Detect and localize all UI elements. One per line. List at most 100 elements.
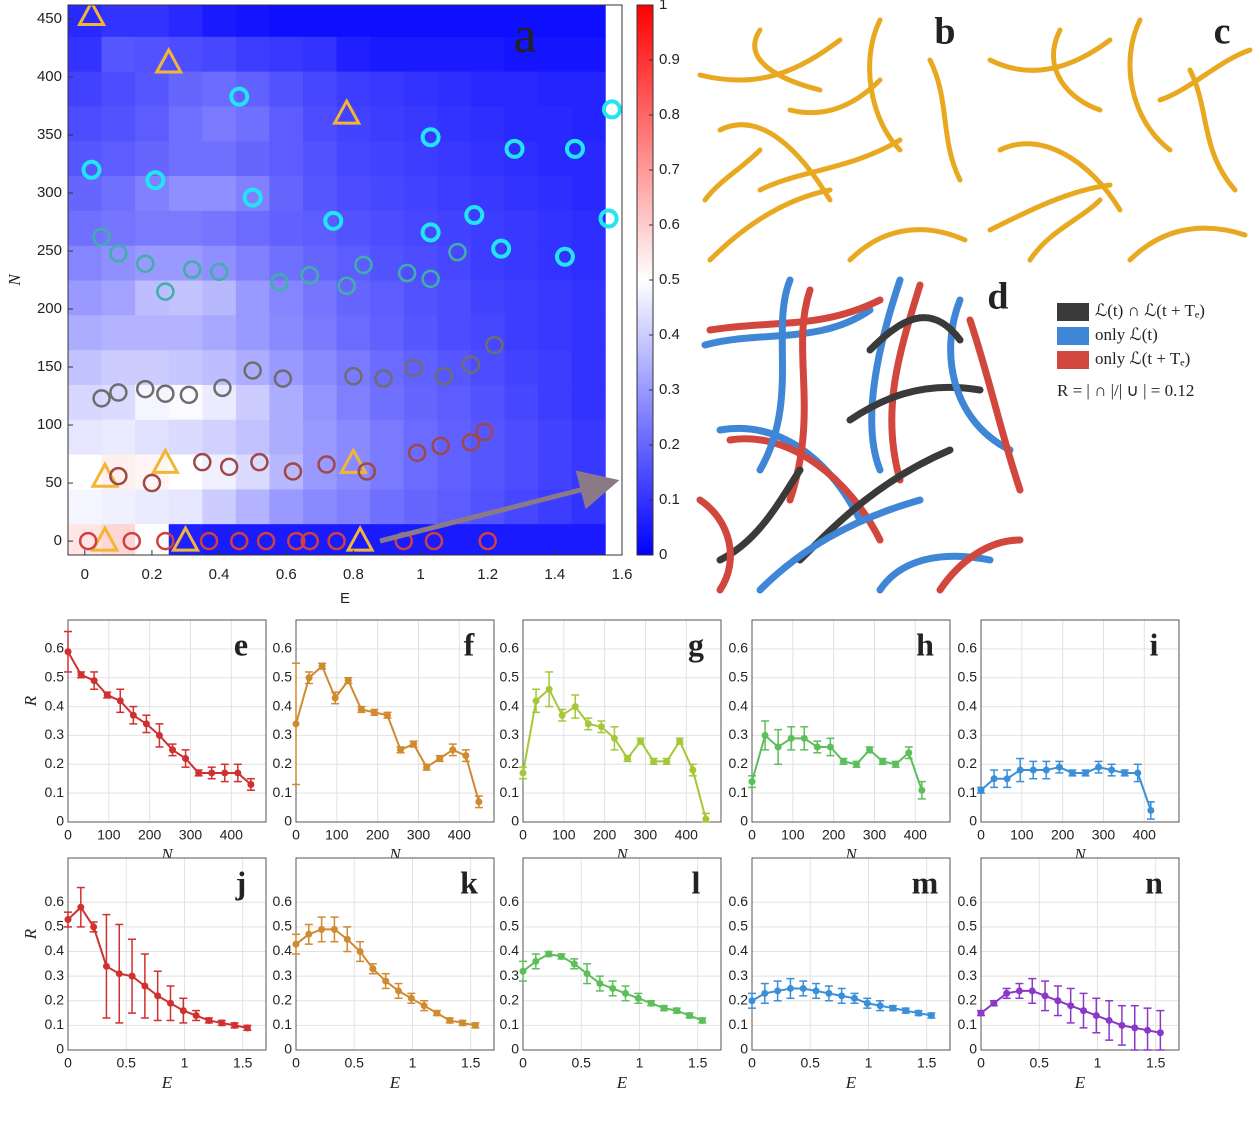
y-tick-label: 300 — [37, 184, 62, 201]
data-point — [1106, 1017, 1113, 1024]
data-point — [1003, 990, 1010, 997]
panel-letter: l — [692, 864, 701, 900]
heatmap-cell — [303, 71, 337, 106]
heatmap-cell — [236, 106, 270, 141]
heatmap-cell — [572, 315, 606, 350]
x-tick-label: 1.5 — [688, 1055, 708, 1071]
heatmap-cell — [269, 454, 303, 489]
data-point — [103, 963, 110, 970]
y-tick-label: 0.2 — [45, 991, 65, 1007]
data-point — [1029, 987, 1036, 994]
y-tick-label: 0.2 — [273, 755, 293, 771]
heatmap-cell — [504, 454, 538, 489]
x-tick-label: 200 — [1051, 827, 1075, 843]
y-tick-label: 0.1 — [500, 784, 520, 800]
heatmap-cell — [202, 141, 236, 176]
y-tick-label: 0.1 — [958, 1016, 978, 1032]
panel-letter: b — [934, 11, 955, 53]
y-tick-label: 0.5 — [273, 668, 293, 684]
y-tick-label: 0 — [511, 813, 519, 829]
heatmap-cell — [169, 280, 203, 315]
data-point — [129, 973, 136, 980]
heatmap-cell — [269, 2, 303, 37]
x-tick-label: 1.5 — [1146, 1055, 1166, 1071]
heatmap-cell — [572, 454, 606, 489]
data-point — [117, 697, 124, 704]
heatmap-cell — [437, 106, 471, 141]
data-point — [902, 1007, 909, 1014]
y-tick-label: 0.6 — [729, 893, 749, 909]
heatmap-cell — [68, 280, 102, 315]
x-tick-label: 400 — [675, 827, 699, 843]
colorbar-tick-label: 0.3 — [659, 381, 680, 398]
x-axis-label: E — [389, 1073, 401, 1092]
heatmap-cell — [269, 106, 303, 141]
data-point — [182, 755, 189, 762]
x-tick-label: 0 — [81, 566, 89, 583]
y-tick-label: 0.5 — [45, 918, 65, 934]
x-tick-label: 0 — [519, 827, 527, 843]
y-tick-label: 0.5 — [500, 918, 520, 934]
heatmap-cell — [303, 245, 337, 280]
data-point — [1095, 764, 1102, 771]
data-point — [840, 758, 847, 765]
y-tick-label: 350 — [37, 126, 62, 143]
y-tick-label: 0.1 — [45, 784, 65, 800]
panel-letter: f — [464, 626, 475, 662]
data-point — [635, 995, 642, 1002]
heatmap-cell — [504, 210, 538, 245]
heatmap-cell — [370, 489, 404, 524]
heatmap-cell — [437, 2, 471, 37]
data-point — [1054, 997, 1061, 1004]
y-tick-label: 0.2 — [729, 991, 749, 1007]
x-tick-label: 0 — [292, 827, 300, 843]
data-point — [866, 746, 873, 753]
heatmap-cell — [504, 524, 538, 559]
data-point — [905, 749, 912, 756]
data-point — [371, 709, 378, 716]
heatmap-cell — [437, 280, 471, 315]
data-point — [558, 953, 565, 960]
heatmap-cell — [102, 315, 136, 350]
legend-label: only ℒ(t + Tₑ) — [1095, 349, 1190, 368]
heatmap-cell — [538, 71, 572, 106]
data-point — [1067, 1002, 1074, 1009]
heatmap-cell — [303, 36, 337, 71]
heatmap-cell — [68, 36, 102, 71]
panel-letter: a — [513, 7, 536, 64]
y-tick-label: 0.4 — [273, 697, 293, 713]
data-point — [699, 1017, 706, 1024]
legend-label: ℒ(t) ∩ ℒ(t + Tₑ) — [1095, 301, 1205, 320]
data-point — [195, 769, 202, 776]
y-tick-label: 0.3 — [45, 726, 65, 742]
y-tick-label: 0.1 — [273, 1016, 293, 1032]
heatmap-cell — [471, 350, 505, 385]
heatmap-cell — [202, 106, 236, 141]
data-point — [319, 663, 326, 670]
data-point — [559, 712, 566, 719]
data-point — [774, 987, 781, 994]
heatmap-cell — [102, 2, 136, 37]
y-tick-label: 0.6 — [500, 893, 520, 909]
heatmap-cell — [68, 245, 102, 280]
data-point — [1144, 1027, 1151, 1034]
data-point — [609, 985, 616, 992]
data-point — [244, 1024, 251, 1031]
figure: 00.20.40.60.811.21.41.605010015020025030… — [0, 0, 1258, 1122]
heatmap-cell — [236, 210, 270, 245]
colorbar-tick-label: 0.1 — [659, 491, 680, 508]
y-tick-label: 250 — [37, 242, 62, 259]
data-point — [660, 1005, 667, 1012]
heatmap-cell — [337, 384, 371, 419]
y-tick-label: 0 — [969, 813, 977, 829]
panel-letter: g — [688, 626, 704, 662]
data-point — [532, 958, 539, 965]
x-tick-label: 0 — [519, 1055, 527, 1071]
data-point — [673, 1007, 680, 1014]
heatmap-cell — [437, 36, 471, 71]
heatmap-cell — [370, 280, 404, 315]
y-tick-label: 0.3 — [958, 967, 978, 983]
heatmap-cell — [202, 419, 236, 454]
heatmap-cell — [269, 384, 303, 419]
data-point — [1004, 775, 1011, 782]
